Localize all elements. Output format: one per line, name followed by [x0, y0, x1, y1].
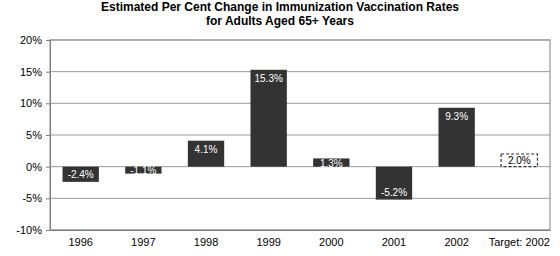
y-tick: -5% — [22, 192, 50, 204]
data-label: 9.3% — [445, 111, 468, 122]
x-tick-label: 2002 — [444, 236, 468, 248]
bar — [376, 167, 412, 200]
bar — [501, 154, 537, 167]
y-tick-label: 0% — [26, 161, 42, 173]
x-axis-line — [51, 230, 551, 231]
x-tick: 2002 — [444, 230, 468, 248]
y-tick: 20% — [20, 34, 50, 46]
x-tick: 1998 — [194, 230, 218, 248]
y-tick-mark — [46, 135, 50, 136]
bars — [63, 70, 538, 200]
x-tick-label: 1996 — [68, 236, 92, 248]
grid-line — [50, 230, 550, 231]
chart: Estimated Per Cent Change in Immunizatio… — [0, 0, 560, 256]
x-tick-label: 2001 — [382, 236, 406, 248]
y-tick-label: 10% — [20, 97, 42, 109]
data-labels: -2.4% -1.1% 4.1% 15.3% 1.3% -5.2% 9.3% 2.0% — [68, 73, 531, 198]
y-tick: 5% — [26, 129, 50, 141]
x-tick: 1996 — [68, 230, 92, 248]
x-tick: 1999 — [256, 230, 280, 248]
data-label: 2.0% — [508, 155, 531, 166]
data-label: 4.1% — [195, 144, 218, 155]
y-tick-label: -5% — [22, 192, 42, 204]
bar — [63, 167, 99, 182]
x-tick: 2001 — [382, 230, 406, 248]
x-tick: Target: 2002 — [489, 230, 550, 248]
x-axis: 1996 1997 1998 1999 2000 2001 2002 Target: 2002 — [51, 230, 551, 248]
bar — [251, 70, 287, 167]
x-tick: 2000 — [319, 230, 343, 248]
data-label: -5.2% — [381, 187, 407, 198]
y-tick-label: 5% — [26, 129, 42, 141]
grid-line — [50, 103, 550, 104]
grid-line — [50, 198, 550, 199]
x-tick: 1997 — [131, 230, 155, 248]
y-tick-mark — [46, 230, 50, 231]
data-label: 1.3% — [320, 158, 343, 169]
x-tick-label: 1997 — [131, 236, 155, 248]
bar — [438, 108, 474, 167]
x-tick-label: 1999 — [256, 236, 280, 248]
y-tick-mark — [46, 167, 50, 168]
x-tick-label: 2000 — [319, 236, 343, 248]
y-tick-label: 20% — [20, 34, 42, 46]
plot: -10% -5% 0% 5% 10% 15% 20% 1996 1997 1998 1999 2000… — [16, 34, 550, 248]
y-tick-mark — [46, 72, 50, 73]
y-tick-label: 15% — [20, 66, 42, 78]
y-tick: 0% — [26, 161, 50, 173]
data-label: 15.3% — [254, 73, 282, 84]
bar — [188, 141, 224, 167]
y-tick-label: -10% — [16, 224, 42, 236]
grid-line — [50, 135, 550, 136]
x-tick-label: 1998 — [194, 236, 218, 248]
y-tick-mark — [46, 103, 50, 104]
y-axis: -10% -5% 0% 5% 10% 15% 20% — [16, 34, 50, 236]
y-tick: 10% — [20, 97, 50, 109]
y-axis-line — [46, 41, 51, 231]
data-label: -1.1% — [130, 165, 156, 176]
y-tick-mark — [46, 198, 50, 199]
y-tick: 15% — [20, 66, 50, 78]
grid-line — [50, 71, 550, 72]
y-tick: -10% — [16, 224, 50, 236]
grid — [50, 40, 550, 230]
grid-line — [50, 40, 550, 41]
data-label: -2.4% — [68, 169, 94, 180]
y-tick-mark — [46, 40, 50, 41]
x-tick-label: Target: 2002 — [489, 236, 550, 248]
grid-line — [50, 166, 550, 167]
title: Estimated Per Cent Change in Immunizatio… — [101, 0, 459, 28]
plot-frame — [50, 40, 550, 230]
